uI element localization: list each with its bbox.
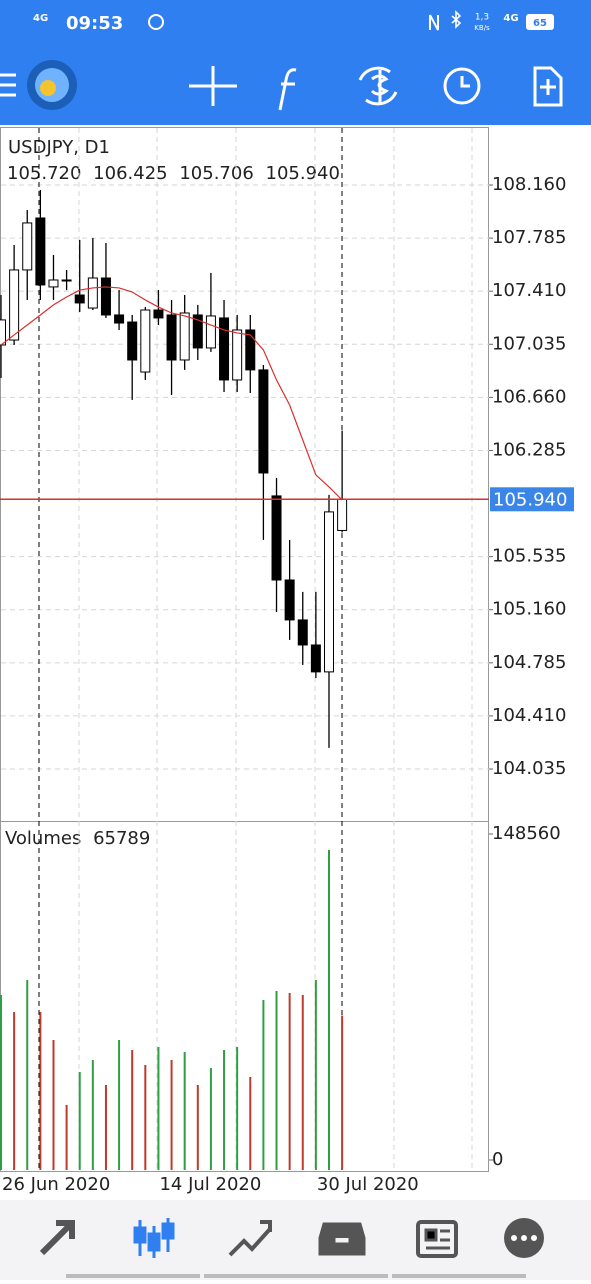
candle-body bbox=[297, 619, 308, 646]
candle-body bbox=[22, 222, 33, 271]
net-speed-unit: KB/s bbox=[474, 24, 490, 32]
chart: USDJPY, D1 105.720 106.425 105.706 105.9… bbox=[0, 127, 574, 1195]
news-tab[interactable] bbox=[416, 1220, 458, 1258]
trade-tab[interactable] bbox=[228, 1220, 272, 1257]
candle-body bbox=[48, 279, 59, 288]
volume-last: 65789 bbox=[93, 828, 150, 849]
bottom-nav bbox=[0, 1200, 591, 1280]
current-price-label: 105.940 bbox=[493, 489, 567, 510]
candle-body bbox=[166, 314, 177, 361]
candle-body bbox=[271, 495, 282, 581]
current-price-box bbox=[490, 487, 574, 512]
network: 4G bbox=[33, 13, 48, 24]
candle-body bbox=[179, 312, 190, 361]
candle-body bbox=[61, 279, 72, 282]
open-label: 105.720 bbox=[7, 163, 81, 184]
x-tick-label: 26 Jun 2020 bbox=[2, 1174, 110, 1195]
y-tick-label: 105.535 bbox=[492, 546, 566, 567]
candle-body bbox=[232, 329, 243, 381]
candle-body bbox=[140, 309, 151, 373]
nav-indicator bbox=[392, 1274, 526, 1278]
y-tick-label: 107.410 bbox=[492, 280, 566, 301]
nav-indicator bbox=[204, 1274, 388, 1278]
candle-body bbox=[127, 321, 138, 361]
y-tick-label: 104.035 bbox=[492, 758, 566, 779]
y-tick-label: 106.660 bbox=[492, 386, 566, 407]
y-tick-label: 105.160 bbox=[492, 599, 566, 620]
timeframe-button[interactable] bbox=[443, 67, 481, 105]
moving-average bbox=[0, 286, 343, 501]
net-speed: 1,3 bbox=[475, 13, 489, 23]
menu-button[interactable] bbox=[0, 73, 16, 97]
candle-body bbox=[35, 217, 46, 286]
candle-body bbox=[192, 314, 203, 349]
candle-body bbox=[74, 294, 85, 304]
nfc-icon bbox=[429, 14, 439, 31]
volume-pane bbox=[0, 821, 489, 1172]
quotes-tab[interactable] bbox=[39, 1220, 75, 1256]
indicators-button[interactable] bbox=[278, 68, 297, 111]
candle-body bbox=[258, 369, 269, 474]
x-tick-label: 30 Jul 2020 bbox=[317, 1174, 419, 1195]
candle-body bbox=[9, 269, 20, 341]
low-label: 105.706 bbox=[179, 163, 253, 184]
candle-body bbox=[100, 277, 111, 316]
symbol-label: USDJPY, D1 bbox=[8, 137, 110, 158]
candle-body bbox=[205, 315, 216, 349]
history-tab[interactable] bbox=[318, 1222, 366, 1256]
volume-tick-label: 148560 bbox=[492, 823, 561, 844]
network-2: 4G bbox=[503, 13, 518, 24]
candle-body bbox=[284, 579, 295, 621]
bluetooth-icon bbox=[451, 10, 462, 29]
y-tick-label: 107.785 bbox=[492, 227, 566, 248]
y-tick-label: 108.160 bbox=[492, 174, 566, 195]
candle-body bbox=[337, 498, 348, 531]
trade-button[interactable] bbox=[358, 66, 398, 106]
volume-name: Volumes bbox=[5, 828, 81, 849]
candle-body bbox=[0, 319, 6, 346]
y-tick-label: 104.785 bbox=[492, 652, 566, 673]
top-bar bbox=[0, 0, 591, 125]
candle-body bbox=[310, 644, 321, 673]
y-tick-label: 104.410 bbox=[492, 705, 566, 726]
battery-level: 65 bbox=[533, 18, 547, 29]
battery-icon bbox=[526, 14, 554, 30]
chart-tab[interactable] bbox=[133, 1218, 175, 1258]
candle-body bbox=[219, 317, 230, 381]
price-pane bbox=[0, 127, 489, 822]
volume-tick-label: 0 bbox=[492, 1149, 503, 1170]
ohlc-label: 105.720 106.425 105.706 105.940 bbox=[7, 163, 340, 184]
new-order-button[interactable] bbox=[533, 66, 563, 107]
alarm-icon bbox=[148, 14, 164, 30]
candle-body bbox=[87, 277, 98, 309]
x-tick-label: 14 Jul 2020 bbox=[159, 1174, 261, 1195]
candle-body bbox=[245, 329, 256, 371]
candle-body bbox=[153, 309, 164, 319]
candle-body bbox=[114, 314, 125, 324]
candle-body bbox=[324, 511, 334, 673]
high-label: 106.425 bbox=[93, 163, 167, 184]
clock: 09:53 bbox=[66, 13, 123, 34]
y-tick-label: 106.285 bbox=[492, 439, 566, 460]
close-label: 105.940 bbox=[266, 163, 340, 184]
nav-indicator bbox=[66, 1274, 200, 1278]
volume-label: Volumes 65789 bbox=[5, 828, 150, 849]
y-tick-label: 107.035 bbox=[492, 333, 566, 354]
crosshair-button[interactable] bbox=[189, 66, 237, 106]
